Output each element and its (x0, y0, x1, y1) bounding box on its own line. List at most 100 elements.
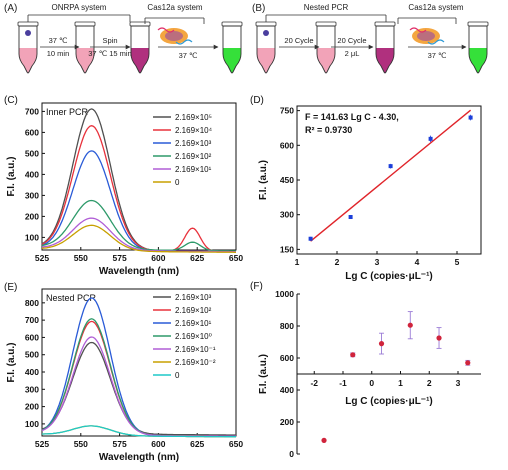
y-tick-label: 300 (25, 190, 39, 200)
chart-title: Nested PCR (46, 293, 97, 303)
y-tick-label: 500 (25, 350, 39, 360)
y-axis-label: F.I. (a.u.) (258, 160, 269, 200)
x-tick-label: 3 (375, 257, 380, 267)
data-point (465, 360, 471, 366)
y-tick-label: 400 (25, 367, 39, 377)
x-tick-label: 525 (35, 439, 49, 449)
y-tick-label: 800 (25, 298, 39, 308)
cas-temp-b: 37 ℃ (428, 51, 447, 60)
cas12a-label-a: Cas12a system (147, 3, 202, 12)
x-tick-label: -2 (310, 378, 318, 388)
chart-f: (F) 0 200 400 600 800 1000 -2 -1 0 1 2 3 Lg C (copies… (250, 281, 481, 459)
data-point (321, 437, 327, 443)
legend-entry: 2.169×10⁵ (175, 113, 212, 122)
y-tick-label: 600 (25, 332, 39, 342)
chart-e: (E) 525 550 575 600 625 650 100 200 300 400 500 600 7… (4, 282, 243, 463)
chart-d: (D) 1 2 3 4 5 150 300 450 600 750 Lg C (copies·μL⁻¹… (250, 95, 482, 282)
y-tick-label: 700 (25, 315, 39, 325)
legend-entry: 2.169×10⁰ (175, 332, 212, 341)
x-tick-label: 5 (455, 257, 460, 267)
x-tick-label: 600 (151, 253, 165, 263)
chart-c: (C) 525 550 575 600 625 650 100 200 300 400 500 600 7… (4, 95, 243, 277)
x-axis-label: Lg C (copies·μL⁻¹) (345, 396, 433, 407)
y-axis-label: F.I. (a.u.) (6, 157, 17, 197)
data-point (348, 215, 353, 219)
series-line (41, 224, 236, 253)
data-point (436, 335, 442, 341)
tube-icon (17, 21, 39, 74)
step2-cycle: 20 Cycle (337, 36, 366, 45)
panel-label: (F) (250, 281, 263, 292)
sample-icon (25, 30, 31, 36)
y-tick-label: 700 (25, 106, 39, 116)
y-tick-label: 150 (280, 244, 294, 254)
legend-entry: 2.169×10² (175, 306, 212, 315)
series-line (41, 125, 236, 253)
data-point (378, 341, 385, 347)
legend-entry: 2.169×10⁻¹ (175, 345, 216, 354)
cas12a-complex-icon (409, 27, 445, 45)
cas-temp-a: 37 ℃ (179, 51, 198, 60)
step1-cycle: 20 Cycle (284, 36, 313, 45)
x-tick-label: 575 (113, 439, 127, 449)
y-tick-label: 800 (280, 321, 294, 331)
y-tick-label: 100 (25, 232, 39, 242)
data-point (468, 115, 473, 120)
x-tick-label: 2 (335, 257, 340, 267)
step1-time: 10 min (47, 49, 70, 58)
series-line (42, 425, 236, 438)
y-tick-label: 450 (280, 175, 294, 185)
sample-icon (263, 30, 269, 36)
y-tick-label: 600 (280, 140, 294, 150)
y-tick-label: 100 (25, 419, 39, 429)
legend-entry: 2.169×10¹ (175, 319, 212, 328)
x-tick-label: 2 (427, 378, 432, 388)
series-line (41, 341, 236, 436)
y-tick-label: 400 (280, 385, 294, 395)
y-axis-label: F.I. (a.u.) (258, 354, 269, 394)
tube-icon (315, 21, 337, 74)
tube-icon (74, 21, 96, 74)
x-tick-label: 550 (74, 253, 88, 263)
step1-temp: 37 ℃ (49, 36, 68, 45)
x-tick-label: 550 (74, 439, 88, 449)
chart-title: Inner PCR (46, 107, 89, 117)
tube-icon (255, 21, 277, 74)
series-line (41, 217, 236, 253)
x-tick-label: 625 (190, 253, 204, 263)
tube-icon (221, 21, 243, 74)
x-tick-label: 650 (229, 253, 243, 263)
fit-line (310, 109, 472, 242)
y-tick-label: 200 (25, 402, 39, 412)
legend-entry: 0 (175, 178, 180, 187)
panel-label: (C) (4, 95, 18, 106)
data-point (350, 352, 356, 358)
step2-volume: 2 μL (345, 49, 360, 58)
tube-icon (374, 21, 396, 74)
x-tick-label: 650 (229, 439, 243, 449)
panel-b: (B) Nested PCR 20 Cycle 20 Cycle 2 μL Ca… (252, 3, 489, 74)
x-tick-label: 575 (113, 253, 127, 263)
legend-entry: 2.169×10² (175, 152, 212, 161)
legend-entry: 2.169×10³ (175, 293, 212, 302)
panel-a: (A) ONRPA system 37 ℃ 10 min Spin 37 ℃ 1… (4, 3, 243, 74)
onrpa-system-label: ONRPA system (52, 3, 107, 12)
spin-label: Spin (102, 36, 117, 45)
tube-icon (467, 21, 489, 74)
fit-r2: R² = 0.9730 (305, 125, 352, 135)
x-tick-label: 3 (456, 378, 461, 388)
data-point (428, 136, 433, 141)
data-point (388, 164, 393, 169)
x-axis-label: Wavelength (nm) (99, 266, 179, 277)
x-tick-label: 1 (295, 257, 300, 267)
series-line (41, 199, 236, 252)
x-tick-label: -1 (339, 378, 347, 388)
tube-icon (129, 21, 151, 74)
y-tick-label: 600 (25, 127, 39, 137)
x-axis-label: Lg C (copies·μL⁻¹) (345, 271, 433, 282)
legend-entry: 2.169×10⁴ (175, 126, 213, 135)
y-tick-label: 300 (25, 384, 39, 394)
x-tick-label: 525 (35, 253, 49, 263)
nested-pcr-label: Nested PCR (304, 3, 349, 12)
